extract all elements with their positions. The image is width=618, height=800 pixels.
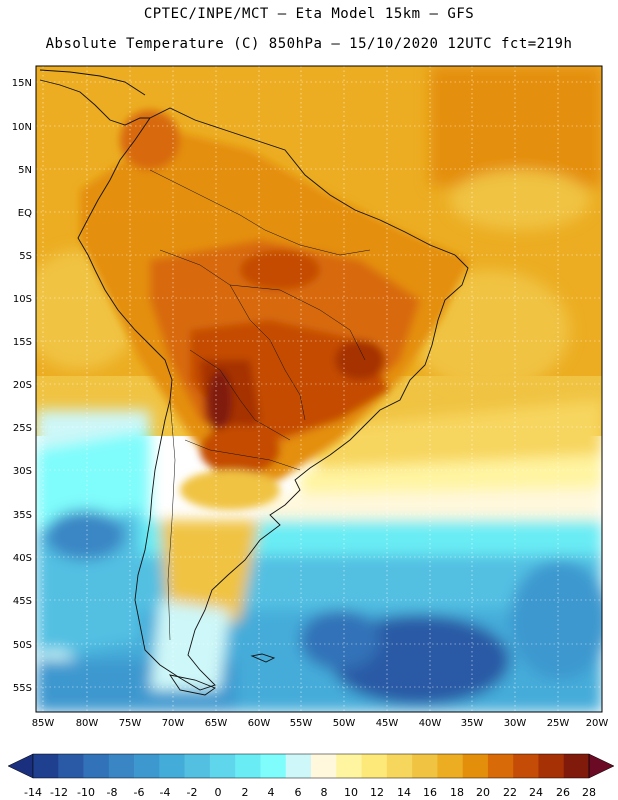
colorbar-label: 2 — [242, 786, 249, 799]
colorbar-label: -8 — [107, 786, 118, 799]
lon-label: 20W — [586, 718, 609, 729]
coastlines — [39, 69, 469, 696]
lat-label: 40S — [13, 553, 32, 564]
lat-label: EQ — [18, 208, 32, 219]
colorbar-label: 28 — [582, 786, 596, 799]
longitude-axis: 85W 80W 75W 70W 65W 60W 55W 50W 45W 40W … — [32, 718, 609, 729]
colorbar-swatch — [83, 754, 110, 778]
lat-label: 25S — [13, 423, 32, 434]
lon-label: 35W — [461, 718, 484, 729]
latitude-axis: 15N 10N 5N EQ 5S 10S 15S 20S 25S 30S 35S… — [12, 78, 32, 694]
lat-label: 5S — [19, 251, 32, 262]
lon-label: 40W — [419, 718, 442, 729]
country-borders — [149, 169, 371, 641]
colorbar-label: -12 — [50, 786, 68, 799]
colorbar-label: 24 — [529, 786, 543, 799]
lat-label: 10N — [12, 122, 32, 133]
colorbar-label: 16 — [423, 786, 437, 799]
colorbar-swatch — [487, 754, 514, 778]
lat-label: 55S — [13, 683, 32, 694]
map-frame — [35, 65, 603, 713]
colorbar-swatch — [235, 754, 261, 778]
lat-label: 15N — [12, 78, 32, 89]
colorbar-label: 18 — [450, 786, 464, 799]
colorbar-labels: -14 -12 -10 -8 -6 -4 -2 0 2 4 6 8 10 12 … — [24, 786, 596, 799]
colorbar-label: 12 — [370, 786, 384, 799]
colorbar-swatch — [336, 754, 362, 778]
lon-label: 60W — [248, 718, 271, 729]
lon-label: 70W — [162, 718, 185, 729]
colorbar-label: 4 — [268, 786, 275, 799]
colorbar-swatch — [538, 754, 565, 778]
lon-label: 30W — [504, 718, 527, 729]
colorbar-label: -6 — [134, 786, 145, 799]
colorbar-swatch — [563, 754, 590, 778]
colorbar-swatch — [260, 754, 287, 778]
colorbar-swatch — [513, 754, 539, 778]
colorbar-swatch — [311, 754, 337, 778]
colorbar-swatch — [108, 754, 135, 778]
colorbar-swatch — [285, 754, 312, 778]
colorbar-label: 22 — [503, 786, 517, 799]
colorbar-swatch — [386, 754, 413, 778]
colorbar-swatch — [184, 754, 211, 778]
colorbar-swatch — [58, 754, 84, 778]
map-title-line1: CPTEC/INPE/MCT – Eta Model 15km – GFS — [143, 6, 475, 22]
lon-label: 50W — [333, 718, 356, 729]
colorbar-swatch — [412, 754, 438, 778]
lat-label: 45S — [13, 596, 32, 607]
lat-label: 50S — [13, 640, 32, 651]
lon-label: 85W — [32, 718, 55, 729]
colorbar-label: 8 — [321, 786, 328, 799]
colorbar-label: 14 — [397, 786, 411, 799]
lat-label: 35S — [13, 510, 32, 521]
lat-label: 15S — [13, 337, 32, 348]
colorbar-right-arrow — [588, 753, 615, 779]
colorbar-label: 20 — [476, 786, 490, 799]
lon-label: 45W — [376, 718, 399, 729]
temperature-field — [36, 66, 602, 712]
lon-label: 75W — [119, 718, 142, 729]
lat-label: 5N — [18, 165, 32, 176]
lat-label: 30S — [13, 466, 32, 477]
colorbar-label: 0 — [215, 786, 222, 799]
lon-label: 55W — [290, 718, 313, 729]
colorbar-label: -2 — [187, 786, 198, 799]
lat-label: 20S — [13, 380, 32, 391]
colorbar — [7, 753, 615, 779]
central-america-coastline — [39, 79, 150, 126]
falkland-islands — [250, 653, 276, 663]
map-title-line2: Absolute Temperature (C) 850hPa – 15/10/… — [45, 36, 573, 52]
colorbar-swatch — [134, 754, 160, 778]
lon-label: 25W — [547, 718, 570, 729]
colorbar-label: 26 — [556, 786, 570, 799]
colorbar-label: -14 — [24, 786, 42, 799]
colorbar-label: -10 — [77, 786, 95, 799]
colorbar-label: 6 — [295, 786, 302, 799]
tierra-del-fuego — [169, 674, 216, 696]
south-america-coastline — [77, 107, 469, 691]
lon-label: 80W — [76, 718, 99, 729]
colorbar-swatch — [159, 754, 185, 778]
colorbar-label: 10 — [344, 786, 358, 799]
colorbar-swatch — [437, 754, 463, 778]
colorbar-swatch — [209, 754, 236, 778]
colorbar-swatch — [33, 754, 59, 778]
colorbar-swatch — [361, 754, 388, 778]
lon-label: 65W — [205, 718, 228, 729]
colorbar-label: -4 — [160, 786, 171, 799]
colorbar-swatch — [462, 754, 489, 778]
lat-label: 10S — [13, 294, 32, 305]
caribbean-coastline — [39, 69, 146, 96]
colorbar-left-arrow — [7, 753, 34, 779]
colorbar-frame — [32, 753, 590, 779]
